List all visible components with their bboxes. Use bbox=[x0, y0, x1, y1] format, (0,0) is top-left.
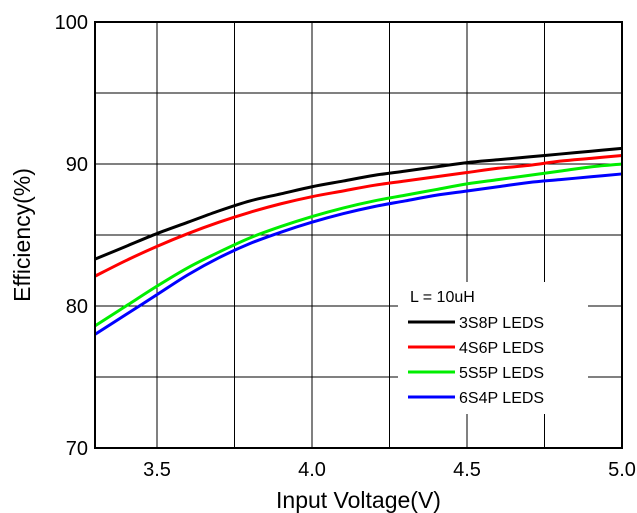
legend: L = 10uH 3S8P LEDS 4S6P LEDS 5S5P LEDS 6S4P… bbox=[398, 282, 588, 414]
y-tick-label: 100 bbox=[55, 12, 88, 34]
series-line-3s8p-leds bbox=[94, 146, 623, 261]
plot-frame bbox=[94, 21, 623, 449]
series-line-5s5p-leds bbox=[94, 162, 623, 328]
legend-entry-label: 4S6P LEDS bbox=[459, 340, 544, 357]
x-tick-label: 4.5 bbox=[453, 459, 481, 481]
x-tick-label: 5.0 bbox=[608, 459, 636, 481]
legend-items: 3S8P LEDS 4S6P LEDS 5S5P LEDS 6S4P LEDS bbox=[408, 315, 544, 407]
x-tick-label: 4.0 bbox=[298, 459, 326, 481]
x-axis-label: Input Voltage(V) bbox=[276, 487, 441, 513]
legend-entry-label: 5S5P LEDS bbox=[459, 365, 544, 382]
y-tick-label: 80 bbox=[66, 296, 88, 318]
y-axis-label: Efficiency(%) bbox=[9, 168, 35, 302]
series-layer bbox=[94, 146, 623, 336]
tick-labels: 3.5 4.0 4.5 5.0 70 80 90 100 bbox=[55, 12, 636, 481]
series-line-6s4p-leds bbox=[94, 172, 623, 336]
y-tick-label: 70 bbox=[66, 438, 88, 460]
legend-entry-label: 6S4P LEDS bbox=[459, 390, 544, 407]
y-tick-label: 90 bbox=[66, 154, 88, 176]
x-tick-label: 3.5 bbox=[143, 459, 171, 481]
legend-title: L = 10uH bbox=[410, 289, 475, 306]
series-line-4s6p-leds bbox=[94, 153, 623, 278]
legend-entry-label: 3S8P LEDS bbox=[459, 315, 544, 332]
